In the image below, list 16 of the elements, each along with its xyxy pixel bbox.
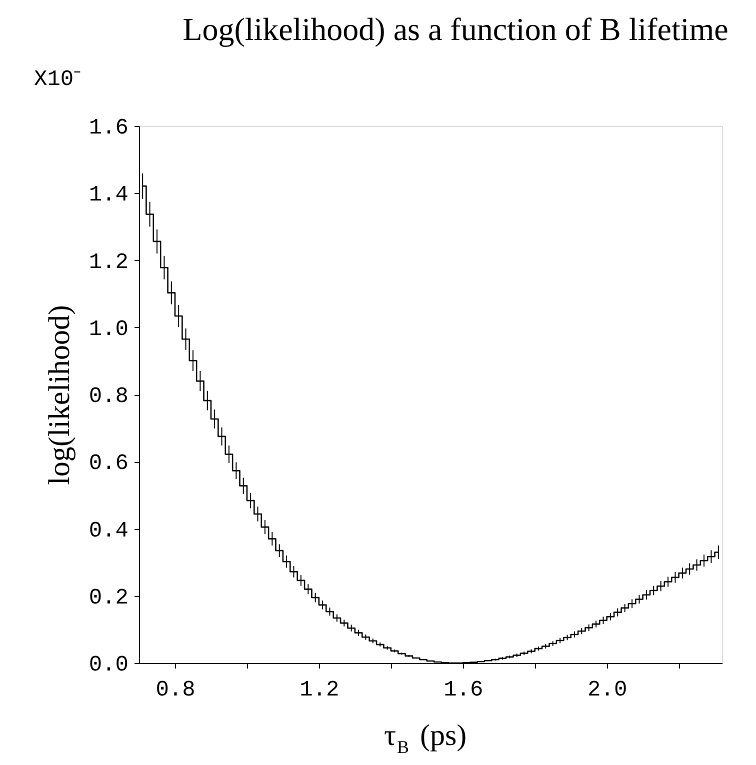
x-tick-label: 2.0	[588, 678, 628, 702]
y-tick-label: 1.2	[88, 250, 128, 275]
y-axis-title: log(likelihood)	[42, 305, 76, 485]
y-tick-label: 1.0	[88, 316, 128, 342]
text: X10⁻	[34, 67, 81, 92]
y-tick-label: 0.6	[88, 451, 128, 476]
x-tick-label: 0.8	[156, 678, 196, 702]
y-tick-label: 1.6	[88, 116, 128, 140]
y-tick-label: 0.0	[88, 652, 128, 678]
y-tick-label: 1.4	[88, 182, 128, 208]
y-tick-label: 0.8	[88, 384, 128, 409]
x-tick-label: 1.6	[444, 678, 484, 702]
chart-title: Log(likelihood) as a function of B lifetime	[182, 11, 728, 47]
y-tick-label: 0.2	[88, 585, 128, 610]
x-tick-label: 1.2	[300, 678, 340, 702]
y-tick-label: 0.4	[88, 518, 128, 544]
